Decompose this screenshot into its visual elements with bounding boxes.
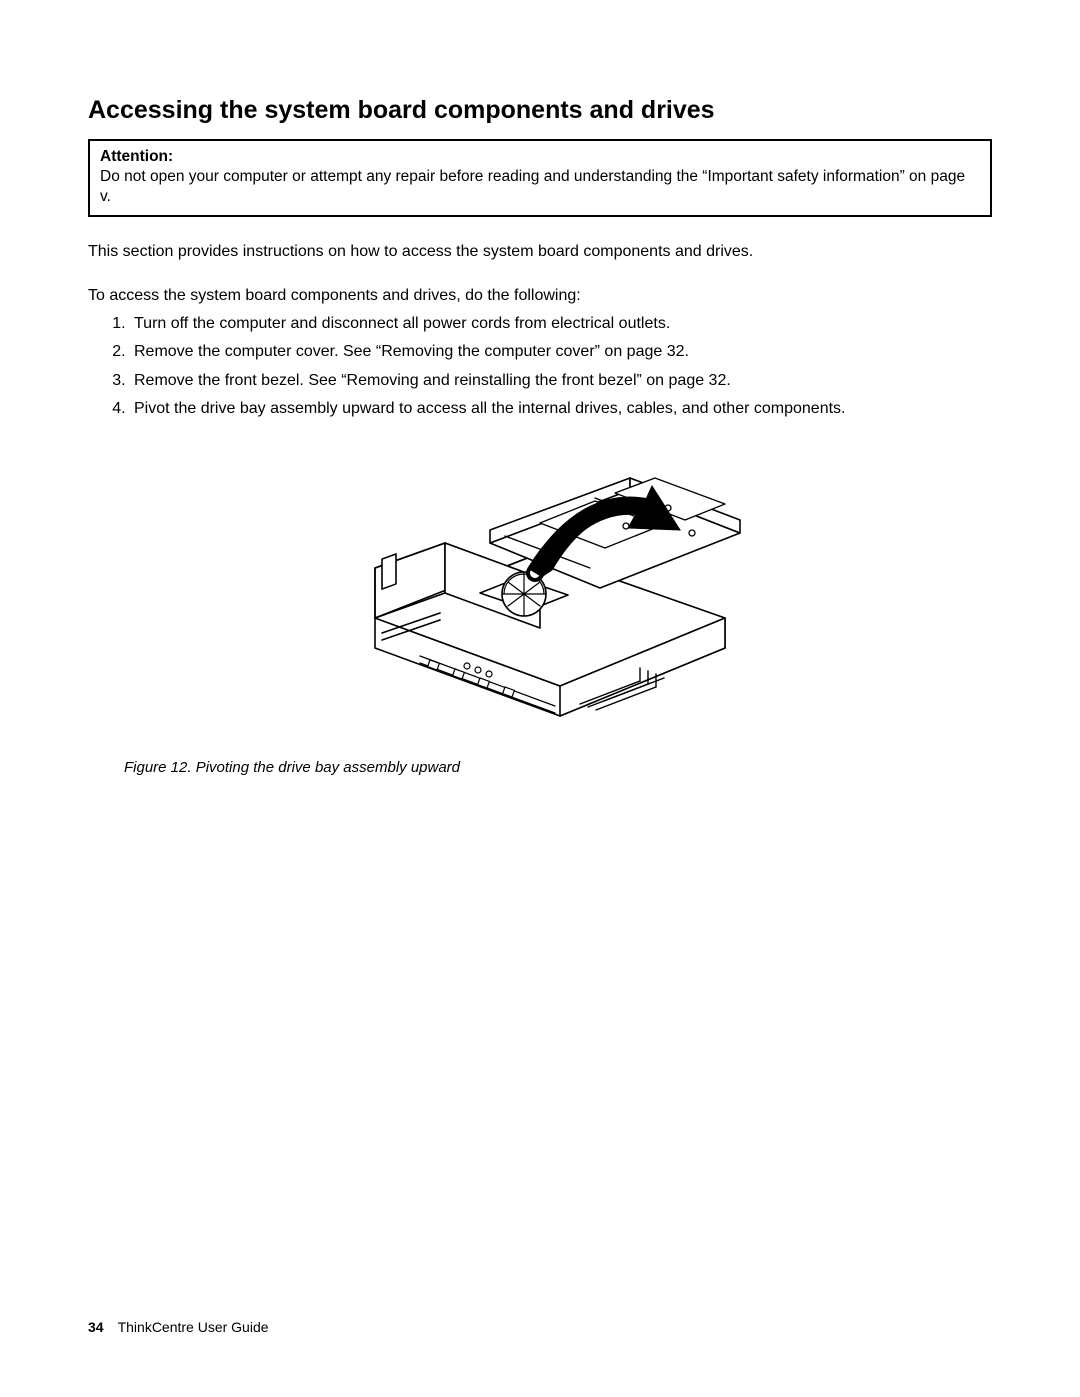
- steps-intro: To access the system board components an…: [88, 285, 992, 307]
- section-heading: Accessing the system board components an…: [88, 96, 992, 125]
- figure-number: Figure 12.: [124, 759, 192, 776]
- page-footer: 34 ThinkCentre User Guide: [88, 1319, 269, 1335]
- steps-list: Turn off the computer and disconnect all…: [88, 313, 992, 420]
- page-number: 34: [88, 1319, 104, 1335]
- figure-container: Figure 12. Pivoting the drive bay assemb…: [88, 438, 992, 776]
- step-item: Remove the computer cover. See “Removing…: [130, 341, 992, 363]
- book-title: ThinkCentre User Guide: [118, 1319, 269, 1335]
- step-item: Turn off the computer and disconnect all…: [130, 313, 992, 335]
- intro-paragraph: This section provides instructions on ho…: [88, 241, 992, 263]
- attention-text: Do not open your computer or attempt any…: [100, 168, 965, 205]
- figure-caption: Figure 12. Pivoting the drive bay assemb…: [88, 759, 992, 776]
- attention-box: Attention: Do not open your computer or …: [88, 139, 992, 217]
- step-item: Pivot the drive bay assembly upward to a…: [130, 398, 992, 420]
- step-item: Remove the front bezel. See “Removing an…: [130, 370, 992, 392]
- attention-label: Attention:: [100, 148, 173, 165]
- figure-caption-text: Pivoting the drive bay assembly upward: [192, 759, 460, 776]
- document-page: Accessing the system board components an…: [0, 0, 1080, 1397]
- drive-bay-assembly-diagram: [330, 438, 750, 728]
